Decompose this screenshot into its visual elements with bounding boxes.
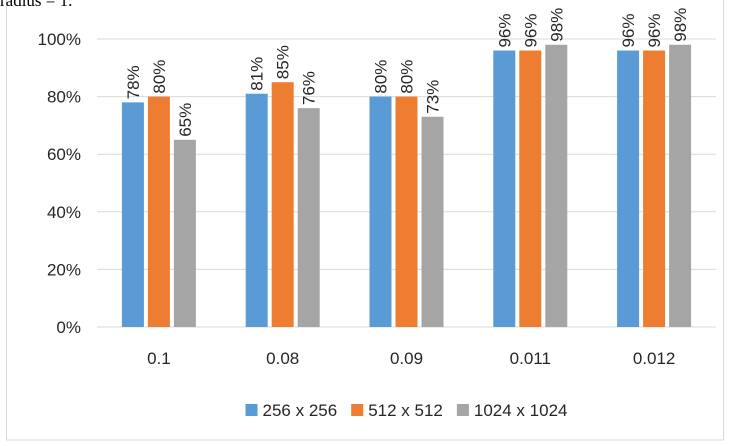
bar — [519, 50, 542, 328]
x-axis-tick-labels: 0.1 0.08 0.09 0.011 0.012 — [147, 349, 675, 368]
clipped-caption: radius = 1. — [0, 0, 72, 10]
bar — [369, 96, 392, 327]
data-label: 80% — [372, 60, 391, 94]
bar — [617, 50, 640, 328]
x-tick-label: 0.09 — [390, 349, 423, 368]
data-label: 96% — [495, 13, 514, 47]
x-tick-label: 0.011 — [510, 349, 551, 368]
bar — [245, 93, 268, 327]
x-tick-label: 0.08 — [266, 349, 299, 368]
bar — [669, 44, 692, 327]
legend-label: 1024 x 1024 — [474, 401, 568, 420]
y-tick-label: 40% — [47, 203, 81, 222]
legend-swatch — [456, 404, 469, 416]
y-tick-label: 0% — [56, 318, 81, 337]
data-label: 78% — [124, 65, 143, 99]
y-tick-label: 20% — [47, 260, 81, 279]
legend-swatch — [245, 404, 258, 416]
chart-border — [6, 0, 724, 441]
data-label: 98% — [671, 8, 690, 42]
x-tick-label: 0.1 — [147, 349, 171, 368]
data-label: 96% — [619, 13, 638, 47]
x-tick-label: 0.012 — [633, 349, 676, 368]
data-label: 81% — [248, 57, 267, 91]
data-label: 76% — [300, 71, 319, 105]
data-label: 80% — [398, 60, 417, 94]
data-label: 65% — [176, 103, 195, 137]
bars — [121, 44, 692, 328]
legend-label: 256 x 256 — [263, 401, 338, 420]
legend: 256 x 256 512 x 512 1024 x 1024 — [245, 401, 568, 420]
bar — [395, 96, 418, 327]
legend-label: 512 x 512 — [368, 401, 443, 420]
y-axis-tick-labels: 0% 20% 40% 60% 80% 100% — [38, 30, 81, 337]
data-labels: 78% 80% 65% 81% 85% 76% 80% 80% 73% 96% 96% 98% 96% 9… — [124, 8, 690, 137]
legend-swatch — [351, 404, 364, 416]
data-label: 80% — [150, 60, 169, 94]
y-tick-label: 100% — [38, 30, 81, 49]
bar — [545, 44, 568, 327]
data-label: 85% — [274, 45, 293, 79]
bar — [147, 96, 170, 327]
bar — [643, 50, 666, 328]
data-label: 73% — [424, 80, 443, 114]
data-label: 96% — [645, 13, 664, 47]
y-tick-label: 60% — [47, 145, 81, 164]
bar — [271, 82, 294, 327]
bar — [121, 102, 144, 327]
y-tick-label: 80% — [47, 88, 81, 107]
bar — [493, 50, 516, 328]
bar — [421, 116, 444, 327]
data-label: 98% — [547, 8, 566, 42]
data-label: 96% — [521, 13, 540, 47]
bar — [173, 139, 196, 327]
bar — [297, 108, 320, 328]
